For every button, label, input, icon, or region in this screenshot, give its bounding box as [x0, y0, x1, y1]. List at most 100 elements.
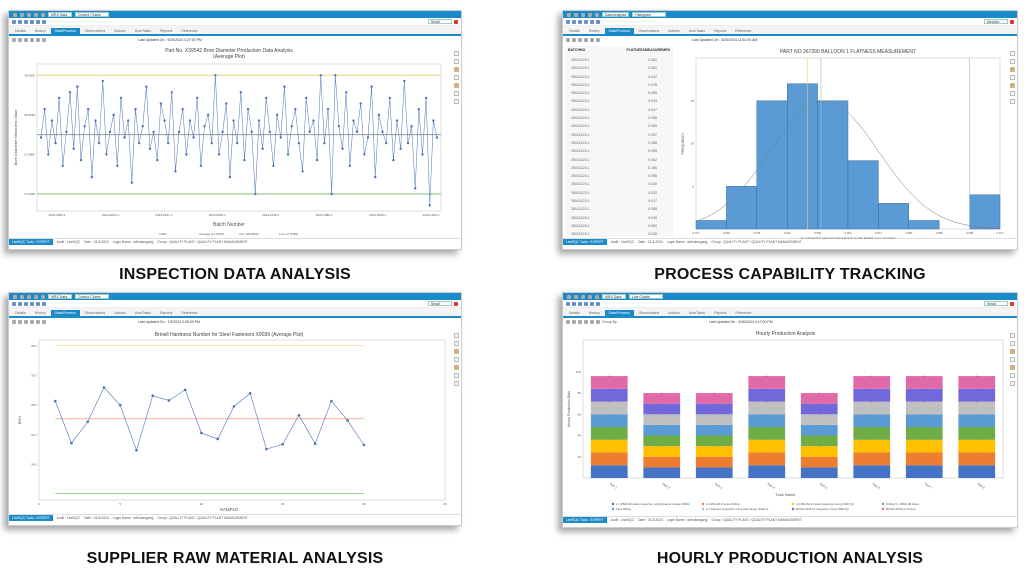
titlebar-icon[interactable] [574, 294, 578, 299]
bar-segment[interactable] [905, 427, 943, 440]
bar-segment[interactable] [590, 427, 628, 440]
side-tool-icon[interactable] [454, 99, 459, 104]
data-point[interactable] [177, 130, 181, 134]
bar-segment[interactable] [800, 467, 838, 478]
chart-tool-icon[interactable] [12, 38, 16, 42]
data-point[interactable] [432, 119, 435, 122]
data-point[interactable] [105, 153, 108, 156]
chart-icon[interactable] [42, 19, 46, 24]
side-tool-icon[interactable] [454, 59, 459, 64]
table-row[interactable]: 26010123-1 0.055 [565, 147, 673, 155]
data-point[interactable] [346, 419, 349, 422]
data-point[interactable] [370, 85, 373, 88]
bar-segment[interactable] [905, 414, 943, 428]
settings-icon[interactable] [18, 19, 22, 24]
titlebar-icon[interactable] [13, 294, 17, 299]
bar-segment[interactable] [800, 446, 838, 457]
histogram-bar[interactable] [847, 160, 879, 230]
data-point[interactable] [206, 113, 210, 117]
data-point[interactable] [355, 130, 359, 134]
data-point[interactable] [301, 170, 304, 173]
bar-segment[interactable] [748, 376, 786, 389]
data-point[interactable] [344, 91, 348, 94]
chart-tool-icon[interactable] [572, 38, 576, 42]
data-point[interactable] [39, 136, 43, 139]
bar-segment[interactable] [905, 388, 943, 402]
titlebar-icon[interactable] [588, 294, 592, 299]
data-point[interactable] [102, 386, 106, 389]
bar-segment[interactable] [590, 465, 628, 478]
tab-usertasks[interactable]: UserTasks [688, 29, 706, 33]
data-point[interactable] [68, 91, 72, 94]
data-point[interactable] [257, 119, 261, 122]
settings-icon[interactable] [18, 301, 22, 306]
forward-icon[interactable] [590, 301, 594, 306]
chart-icon[interactable] [42, 301, 46, 306]
titlebar-icon[interactable] [34, 12, 38, 17]
histogram-bar[interactable] [969, 194, 1001, 230]
back-icon[interactable] [30, 19, 34, 24]
chart-tool-icon[interactable] [36, 38, 40, 42]
data-point[interactable] [54, 141, 57, 145]
side-tool-icon[interactable] [1010, 99, 1015, 104]
data-point[interactable] [79, 158, 83, 162]
bar-segment[interactable] [958, 452, 996, 466]
chart-tool-icon[interactable] [584, 320, 588, 324]
chart-tool-icon[interactable] [36, 320, 40, 324]
tab-actions[interactable]: Actions [668, 29, 680, 33]
chart-tool-icon[interactable] [572, 320, 576, 324]
chart-tool-icon[interactable] [578, 320, 582, 324]
side-tool-icon[interactable] [1010, 51, 1015, 56]
data-point[interactable] [363, 153, 366, 156]
bar-segment[interactable] [748, 414, 786, 428]
chart-tool-icon[interactable] [30, 38, 34, 42]
data-point[interactable] [374, 175, 377, 179]
bar-segment[interactable] [695, 435, 733, 447]
data-point[interactable] [135, 448, 138, 452]
table-row[interactable]: 26010123-1 0.058 [565, 114, 673, 122]
data-point[interactable] [395, 119, 399, 122]
bar-segment[interactable] [643, 446, 681, 457]
titlebar-icon[interactable] [27, 294, 31, 299]
data-point[interactable] [83, 124, 86, 128]
tab-actions[interactable]: Actions [114, 29, 126, 33]
table-row[interactable]: 26010123-1 0.060 [565, 222, 673, 230]
data-point[interactable] [421, 153, 424, 156]
side-tool-icon[interactable] [1010, 75, 1015, 80]
histogram-bar[interactable] [908, 220, 940, 230]
titlebar-icon[interactable] [13, 12, 17, 17]
module-select[interactable]: MRS Data [48, 12, 72, 17]
data-point[interactable] [428, 204, 431, 207]
data-point[interactable] [275, 113, 279, 117]
back-icon[interactable] [30, 301, 34, 306]
titlebar-icon[interactable] [27, 12, 31, 17]
tab-dataprocess[interactable]: Data/Process [604, 28, 634, 34]
data-point[interactable] [268, 130, 272, 134]
data-point[interactable] [174, 170, 177, 173]
data-point[interactable] [137, 141, 141, 145]
bar-segment[interactable] [905, 401, 943, 415]
titlebar-icon[interactable] [20, 12, 24, 17]
side-tool-icon[interactable] [454, 333, 459, 338]
data-point[interactable] [196, 96, 199, 100]
side-tool-icon[interactable] [454, 91, 459, 96]
data-point[interactable] [279, 136, 282, 139]
data-point[interactable] [118, 403, 122, 407]
data-point[interactable] [319, 74, 322, 77]
side-tool-icon[interactable] [454, 67, 459, 72]
bar-segment[interactable] [590, 388, 628, 402]
data-point[interactable] [232, 405, 236, 408]
data-point[interactable] [148, 147, 152, 151]
bar-segment[interactable] [958, 401, 996, 415]
data-point[interactable] [86, 420, 90, 424]
side-tool-icon[interactable] [1010, 349, 1015, 354]
bar-segment[interactable] [958, 427, 996, 440]
data-point[interactable] [305, 96, 308, 100]
bar-segment[interactable] [958, 439, 996, 453]
tab-usertasks[interactable]: UserTasks [688, 311, 706, 315]
data-point[interactable] [141, 124, 144, 128]
refresh-icon[interactable] [12, 19, 16, 24]
info-icon[interactable] [24, 19, 28, 24]
bar-segment[interactable] [748, 439, 786, 453]
data-point[interactable] [352, 119, 355, 122]
